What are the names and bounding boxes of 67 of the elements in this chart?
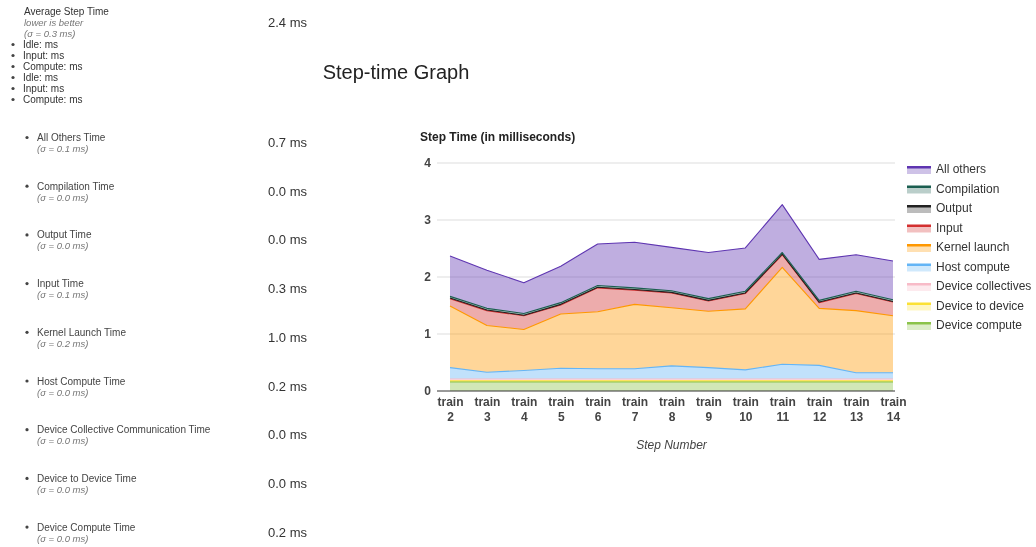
text: 1.0 ms — [268, 329, 308, 345]
x-axis-title: Step Number — [636, 438, 708, 452]
text: (σ = 0.0 ms) — [37, 532, 89, 544]
text: (σ = 0.2 ms) — [37, 337, 89, 349]
chart-title: Step Time (in milliseconds) — [420, 130, 576, 144]
text: 0.2 ms — [268, 378, 308, 394]
text: Step-time Graph — [322, 61, 470, 83]
text: 0.7 ms — [268, 135, 308, 150]
y-tick-label: 3 — [424, 213, 432, 228]
legend-label: Device to device — [936, 298, 1025, 313]
x-tick-label: train 14 — [880, 394, 907, 424]
text: Compute: ms — [23, 94, 83, 105]
text: 0.2 ms — [268, 524, 308, 540]
y-tick-label: 2 — [424, 270, 432, 285]
text: (σ = 0.0 ms) — [37, 435, 89, 447]
legend-label: Device compute — [936, 318, 1023, 332]
text: Average Step Time — [24, 6, 110, 17]
text: Host Compute Time — [37, 375, 126, 387]
x-tick-label: train 6 — [585, 394, 612, 424]
text: 0.0 ms — [268, 427, 308, 443]
text: Compilation Time — [37, 180, 115, 192]
text: Input Time — [37, 278, 85, 290]
legend-label: Output — [936, 201, 973, 215]
legend-label: Kernel launch — [936, 240, 1010, 254]
text: All Others Time — [37, 132, 106, 143]
x-tick-label: train 2 — [437, 394, 464, 424]
text: Compute: ms — [23, 61, 83, 72]
text: Input: ms — [23, 50, 65, 61]
text: Device Collective Communication Time — [37, 424, 211, 436]
legend-label: Input — [936, 220, 964, 235]
legend-label: Device collectives — [936, 279, 1032, 293]
text: 0.0 ms — [268, 232, 308, 248]
text: Device Compute Time — [37, 521, 136, 533]
text: Output Time — [37, 229, 92, 241]
x-tick-label: train 10 — [732, 394, 759, 424]
x-tick-label: train 5 — [548, 394, 575, 424]
text: (σ = 0.0 ms) — [37, 191, 89, 203]
text: 0.3 ms — [268, 281, 308, 297]
text: (σ = 0.0 ms) — [37, 386, 89, 398]
text: (σ = 0.3 ms) — [24, 28, 76, 39]
text: Kernel Launch Time — [37, 326, 127, 338]
text: 0.0 ms — [268, 475, 308, 491]
y-tick-label: 0 — [424, 384, 432, 399]
text: lower is better — [24, 17, 84, 28]
x-tick-label: train 12 — [806, 394, 833, 424]
y-tick-label: 1 — [424, 327, 432, 342]
text: Idle: ms — [23, 72, 59, 83]
x-tick-label: train 9 — [695, 394, 722, 424]
text: Input: ms — [23, 83, 65, 94]
legend-label: Host compute — [936, 259, 1011, 274]
x-tick-label: train 11 — [769, 394, 796, 424]
legend-label: All others — [936, 162, 987, 176]
x-tick-label: train 3 — [474, 394, 501, 424]
x-tick-label: train 4 — [511, 394, 538, 424]
text: Device to Device Time — [37, 472, 137, 484]
text: Idle: ms — [23, 39, 59, 50]
text: (σ = 0.1 ms) — [37, 289, 89, 301]
text: (σ = 0.1 ms) — [37, 143, 89, 154]
y-tick-label: 4 — [424, 156, 432, 171]
text: (σ = 0.0 ms) — [37, 240, 89, 252]
text: 2.4 ms — [268, 15, 308, 30]
x-tick-label: train 8 — [658, 394, 686, 424]
text: (σ = 0.0 ms) — [37, 483, 89, 495]
text: 0.0 ms — [268, 183, 308, 199]
x-tick-label: train 7 — [622, 394, 649, 424]
x-tick-label: train 13 — [843, 394, 870, 424]
legend-label: Compilation — [936, 181, 1000, 196]
